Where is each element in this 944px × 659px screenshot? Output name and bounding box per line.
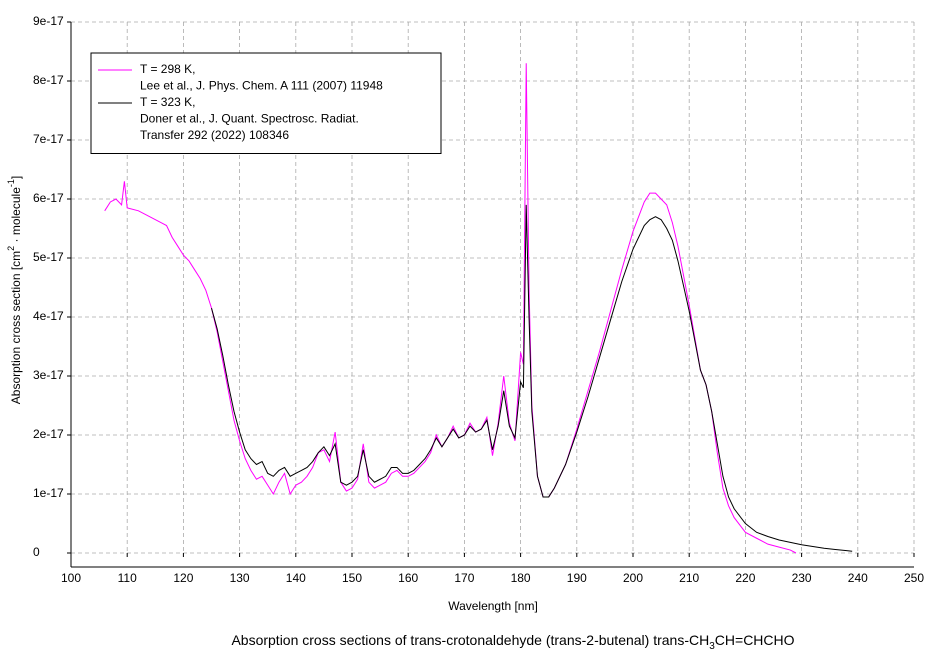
x-tick-label: 160 [398, 571, 418, 585]
text-segment: · molecule [9, 187, 23, 246]
x-tick-label: 240 [848, 571, 868, 585]
y-tick-label: 2e-17 [33, 427, 64, 441]
y-tick-label: 1e-17 [33, 486, 64, 500]
y-tick-label: 8e-17 [33, 73, 64, 87]
y-tick-label: 5e-17 [33, 250, 64, 264]
x-tick-label: 180 [511, 571, 531, 585]
legend-label: T = 298 K, [140, 62, 195, 76]
legend-box [90, 52, 442, 154]
x-tick-label: 120 [173, 571, 193, 585]
legend-label: Doner et al., J. Quant. Spectrosc. Radia… [140, 112, 359, 126]
text-segment: CH=CHCHO [715, 632, 795, 648]
text-segment: -1 [6, 179, 16, 187]
legend-label: Lee et al., J. Phys. Chem. A 111 (2007) … [140, 79, 383, 93]
data-line [104, 63, 797, 554]
y-tick-label: 7e-17 [33, 132, 64, 146]
legend-label: Transfer 292 (2022) 108346 [140, 128, 289, 142]
x-tick-label: 170 [454, 571, 474, 585]
x-tick-label: 100 [61, 571, 81, 585]
x-tick-label: 130 [230, 571, 250, 585]
x-tick-label: 230 [792, 571, 812, 585]
x-tick-label: 220 [735, 571, 755, 585]
text-segment: 3 [709, 641, 715, 652]
text-segment: ] [9, 176, 23, 179]
x-tick-label: 140 [286, 571, 306, 585]
x-axis-label: Wavelength [nm] [448, 599, 538, 613]
x-tick-label: 210 [679, 571, 699, 585]
y-tick-label: 3e-17 [33, 368, 64, 382]
legend-label: T = 323 K, [140, 95, 195, 109]
x-tick-label: 150 [342, 571, 362, 585]
x-tick-label: 200 [623, 571, 643, 585]
y-tick-label: 6e-17 [33, 191, 64, 205]
text-segment: 2 [6, 246, 16, 251]
chart-title: Absorption cross sections of trans-croto… [231, 632, 794, 652]
x-tick-label: 250 [904, 571, 924, 585]
text-segment: Absorption cross sections of trans-croto… [231, 632, 709, 648]
y-tick-label: 4e-17 [33, 309, 64, 323]
y-tick-label: 9e-17 [33, 14, 64, 28]
y-tick-label: 0 [33, 545, 40, 559]
y-axis-label: Absorption cross section [cm2 · molecule… [6, 176, 23, 404]
x-tick-label: 110 [118, 571, 137, 585]
data-line [211, 204, 853, 552]
text-segment: Absorption cross section [cm [9, 251, 23, 404]
x-tick-label: 190 [567, 571, 587, 585]
